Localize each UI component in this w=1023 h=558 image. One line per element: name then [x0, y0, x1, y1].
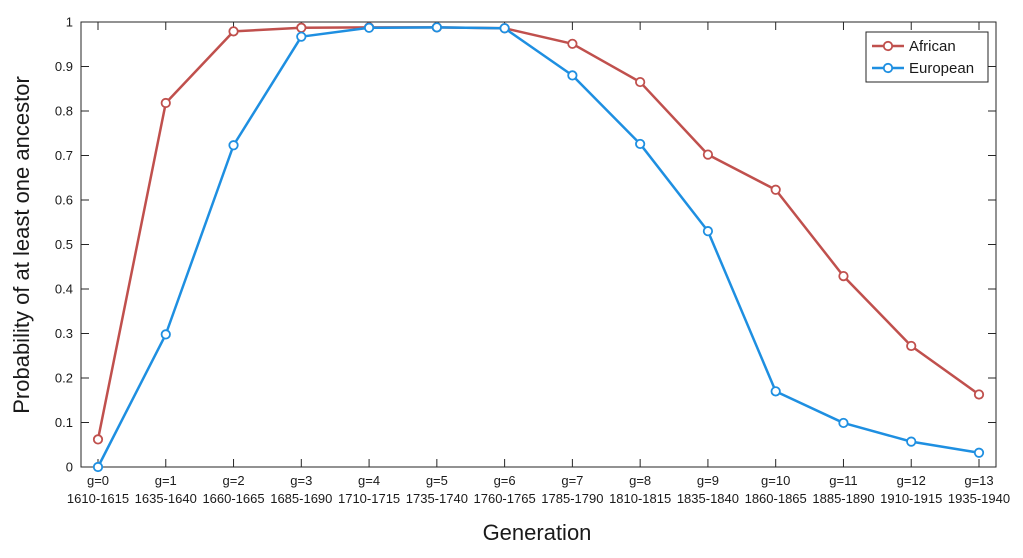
legend-label-european: European: [909, 60, 974, 77]
data-point-european: [702, 226, 714, 237]
legend: African European: [865, 31, 989, 83]
data-point-european: [635, 138, 646, 150]
data-point-european: [906, 436, 917, 447]
x-tick-label-years: 1635-1640: [135, 491, 197, 506]
y-tick-label: 1: [66, 15, 73, 30]
x-tick-label-generation: g=7: [561, 473, 583, 488]
y-tick-label: 0.3: [55, 326, 73, 341]
legend-marker-african: [882, 40, 894, 52]
x-tick-label-years: 1835-1840: [677, 491, 739, 506]
y-tick-label: 0: [66, 460, 73, 475]
data-point-african: [228, 26, 239, 37]
x-tick-label-generation: g=5: [426, 473, 448, 488]
series-layer: [92, 22, 985, 473]
x-tick-label-years: 1785-1790: [541, 491, 603, 506]
data-point-african: [296, 22, 307, 33]
data-point-european: [499, 23, 510, 34]
y-axis-title: Probability of at least one ancestor: [9, 76, 34, 414]
x-tick-label-generation: g=10: [761, 473, 790, 488]
x-tick-label-years: 1610-1615: [67, 491, 129, 506]
y-tick-label: 0.4: [55, 282, 73, 297]
data-point-african: [838, 270, 849, 282]
x-tick-label-generation: g=2: [223, 473, 245, 488]
data-point-european: [770, 386, 781, 397]
x-tick-label-generation: g=4: [358, 473, 380, 488]
x-tick-label-generation: g=6: [494, 473, 516, 488]
x-tick-label-generation: g=8: [629, 473, 651, 488]
data-point-african: [973, 389, 985, 400]
x-tick-label-years: 1760-1765: [474, 491, 536, 506]
x-tick-label-generation: g=0: [87, 473, 109, 488]
x-tick-label-generation: g=11: [829, 473, 857, 488]
legend-marker-european: [882, 62, 894, 74]
x-tick-label-years: 1735-1740: [406, 491, 468, 506]
plot-area: [80, 21, 997, 468]
y-tick-label: 0.1: [55, 415, 73, 430]
data-point-african: [770, 184, 781, 195]
x-tick-label-years: 1885-1890: [812, 491, 874, 506]
x-tick-label-years: 1860-1865: [745, 491, 807, 506]
x-tick-label-years: 1710-1715: [338, 491, 400, 506]
data-point-european: [363, 22, 375, 33]
y-tick-label: 0.7: [55, 148, 73, 163]
y-tick-label: 0.6: [55, 193, 73, 208]
data-point-african: [635, 76, 646, 88]
data-point-african: [906, 340, 917, 352]
data-point-european: [838, 417, 849, 429]
data-point-european: [567, 70, 578, 81]
data-point-european: [228, 140, 239, 151]
data-point-african: [92, 434, 104, 445]
data-point-european: [973, 447, 985, 458]
y-tick-label: 0.8: [55, 104, 73, 119]
data-point-african: [567, 38, 578, 49]
y-tick-label: 0.9: [55, 59, 73, 74]
y-axis: 0 0.1 0.2 0.3 0.4 0.5 0.6 0.7 0.8 0.9 1: [55, 15, 996, 475]
data-point-african: [702, 149, 714, 160]
x-tick-label-years: 1660-1665: [202, 491, 264, 506]
data-point-african: [160, 97, 171, 109]
x-tick-label-generation: g=1: [155, 473, 177, 488]
x-tick-label-generation: g=3: [290, 473, 312, 488]
data-point-european: [160, 329, 171, 340]
series-line-african: [96, 26, 980, 440]
x-tick-label-generation: g=9: [697, 473, 719, 488]
x-tick-label-generation: g=13: [964, 473, 993, 488]
legend-label-african: African: [909, 38, 956, 55]
x-tick-label-years: 1910-1915: [880, 491, 942, 506]
y-tick-label: 0.2: [55, 371, 73, 386]
x-axis: g=0 1610-1615 g=1 1635-1640 g=2 1660-1665 g=3 1…: [67, 22, 1010, 506]
x-tick-label-years: 1935-1940: [948, 491, 1010, 506]
x-tick-label-generation: g=12: [897, 473, 926, 488]
x-axis-title: Generation: [483, 520, 592, 545]
x-tick-label-years: 1685-1690: [270, 491, 332, 506]
series-line-european: [96, 26, 980, 468]
data-point-european: [92, 461, 104, 473]
data-point-european: [431, 22, 442, 33]
data-point-european: [296, 31, 307, 42]
y-tick-label: 0.5: [55, 237, 73, 252]
legend-box: [865, 31, 989, 83]
x-tick-label-years: 1810-1815: [609, 491, 671, 506]
